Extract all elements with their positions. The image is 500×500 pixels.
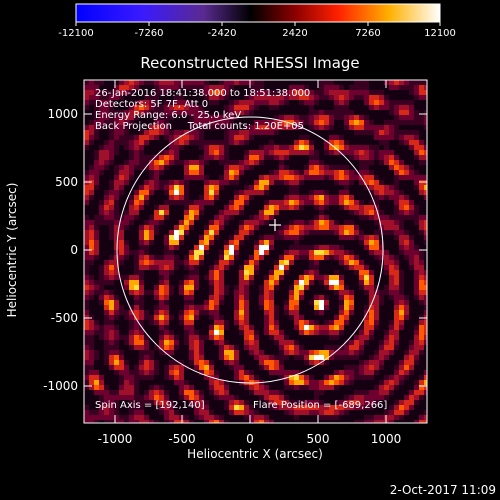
colorbar-tick-label: -12100 <box>58 28 93 39</box>
info-line-time: 26-Jan-2016 18:41:38.000 to 18:51:38.000 <box>95 88 310 99</box>
y-axis-label: Heliocentric Y (arcsec) <box>5 183 19 318</box>
footer-timestamp: 2-Oct-2017 11:09 <box>390 483 496 497</box>
y-tick-label: -1000 <box>43 379 78 393</box>
axis-ticks <box>84 80 427 423</box>
observation-info: 26-Jan-2016 18:41:38.000 to 18:51:38.000… <box>95 88 310 132</box>
y-tick-label: -500 <box>51 311 78 325</box>
colorbar-tick-label: -2420 <box>207 28 236 39</box>
x-axis-label: Heliocentric X (arcsec) <box>187 447 323 461</box>
x-tick-label: 1000 <box>371 432 402 446</box>
y-tick-label: 1000 <box>47 107 78 121</box>
colorbar <box>75 3 441 23</box>
plot-frame <box>83 79 428 424</box>
colorbar-tick-label: 2420 <box>282 28 307 39</box>
x-tick-label: 500 <box>307 432 330 446</box>
y-tick-label: 0 <box>70 243 78 257</box>
colorbar-tick-label: -7260 <box>134 28 163 39</box>
colorbar-tick-label: 7260 <box>355 28 380 39</box>
colorbar-ticks <box>75 22 441 26</box>
spin-axis-marker <box>269 219 281 231</box>
colorbar-tick-label: 12100 <box>424 28 456 39</box>
x-tick-label: -1000 <box>98 432 133 446</box>
x-tick-label: -500 <box>168 432 195 446</box>
info-line-method: Back Projection Total counts: 1.20E+05 <box>95 121 304 132</box>
x-tick-label: 0 <box>246 432 254 446</box>
solar-limb-circle <box>116 116 384 384</box>
reconstructed-image <box>84 80 427 423</box>
spin-axis-note: Spin Axis = [192,140] <box>95 400 205 411</box>
info-line-energy: Energy Range: 6.0 - 25.0 keV <box>95 110 241 121</box>
y-tick-label: 500 <box>55 175 78 189</box>
plot-title: Reconstructed RHESSI Image <box>140 54 359 72</box>
flare-position-note: Flare Position = [-689,266] <box>253 400 387 411</box>
info-line-detectors: Detectors: 5F 7F, Att 0 <box>95 99 208 110</box>
